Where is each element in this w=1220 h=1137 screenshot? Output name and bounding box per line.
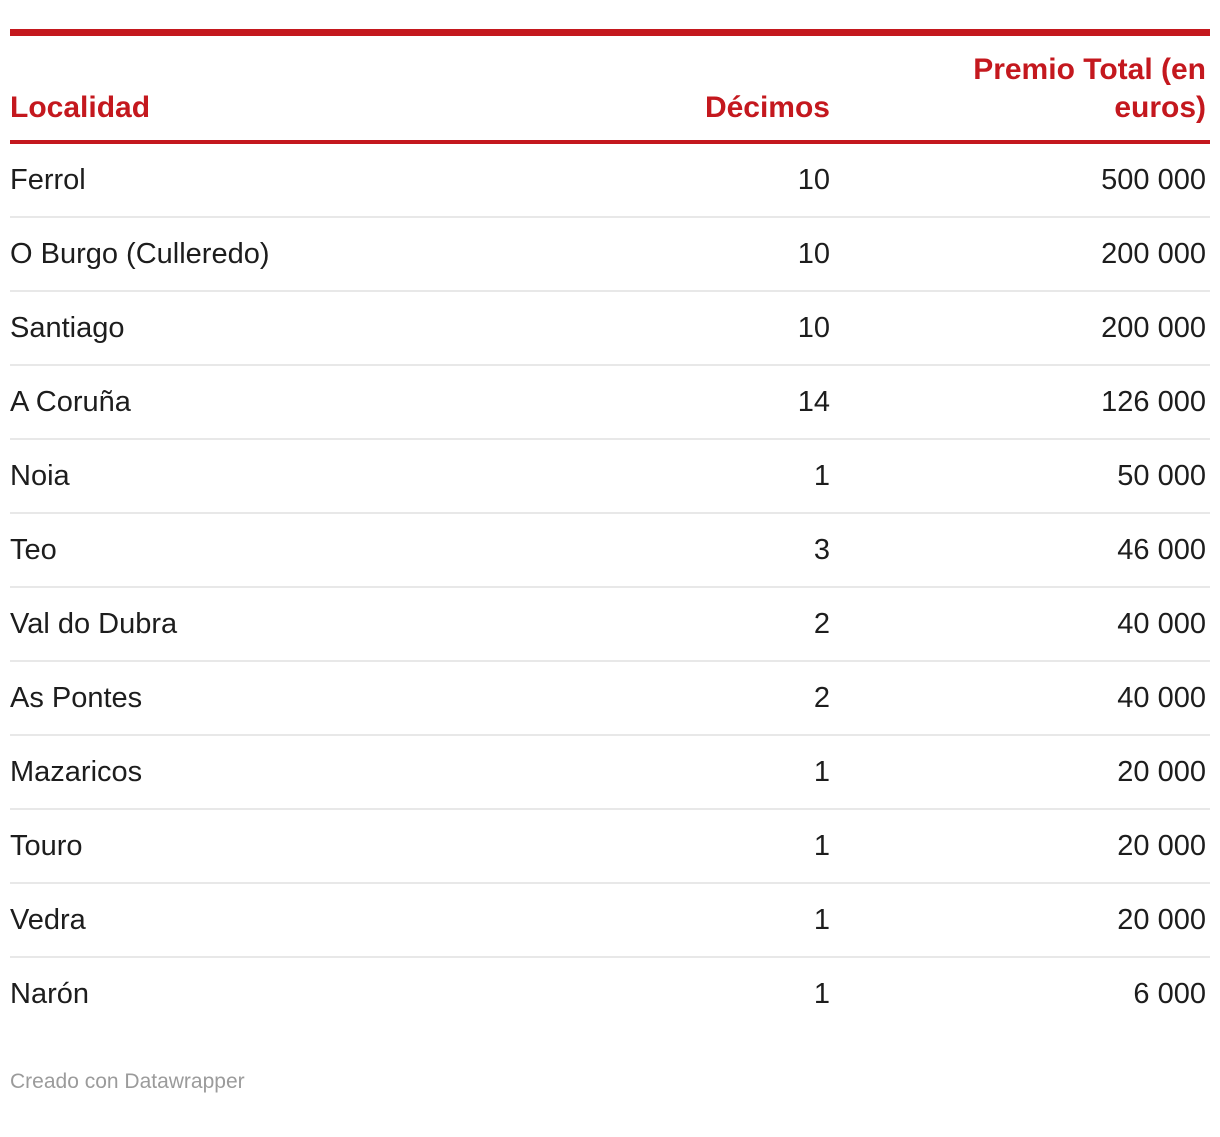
header-row: Localidad Décimos Premio Total (en euros… xyxy=(10,36,1210,144)
table-row: Touro 1 20 000 xyxy=(10,809,1210,884)
cell-premio-total: 200 000 xyxy=(830,291,1210,366)
cell-premio-total: 20 000 xyxy=(830,883,1210,958)
cell-premio-total: 50 000 xyxy=(830,439,1210,514)
table-row: Vedra 1 20 000 xyxy=(10,883,1210,958)
cell-premio-total: 126 000 xyxy=(830,365,1210,440)
column-header-decimos: Décimos xyxy=(570,36,830,144)
cell-localidad: Vedra xyxy=(10,883,570,958)
cell-decimos: 1 xyxy=(570,883,830,958)
cell-premio-total: 40 000 xyxy=(830,661,1210,736)
cell-decimos: 10 xyxy=(570,142,830,218)
cell-decimos: 10 xyxy=(570,217,830,292)
cell-decimos: 1 xyxy=(570,735,830,810)
cell-localidad: Noia xyxy=(10,439,570,514)
table-row: Teo 3 46 000 xyxy=(10,513,1210,588)
cell-decimos: 10 xyxy=(570,291,830,366)
cell-localidad: Teo xyxy=(10,513,570,588)
table-row: As Pontes 2 40 000 xyxy=(10,661,1210,736)
column-header-decimos-label: Décimos xyxy=(704,91,830,124)
table-row: Ferrol 10 500 000 xyxy=(10,142,1210,218)
cell-localidad: Santiago xyxy=(10,291,570,366)
cell-decimos: 1 xyxy=(570,957,830,1030)
cell-localidad: A Coruña xyxy=(10,365,570,440)
cell-decimos: 1 xyxy=(570,809,830,884)
cell-localidad: Val do Dubra xyxy=(10,587,570,662)
column-header-localidad-label: Localidad xyxy=(10,91,151,124)
cell-premio-total: 200 000 xyxy=(830,217,1210,292)
table-row: O Burgo (Culleredo) 10 200 000 xyxy=(10,217,1210,292)
cell-premio-total: 6 000 xyxy=(830,957,1210,1030)
table-row: Narón 1 6 000 xyxy=(10,957,1210,1030)
cell-premio-total: 40 000 xyxy=(830,587,1210,662)
top-accent-rule xyxy=(10,29,1210,36)
cell-decimos: 14 xyxy=(570,365,830,440)
cell-decimos: 2 xyxy=(570,661,830,736)
cell-premio-total: 20 000 xyxy=(830,735,1210,810)
column-header-premio-total-label: Premio Total (en euros) xyxy=(973,53,1206,124)
table-row: Mazaricos 1 20 000 xyxy=(10,735,1210,810)
chart-footer: Creado con Datawrapper xyxy=(10,1070,1210,1094)
cell-premio-total: 500 000 xyxy=(830,142,1210,218)
cell-localidad: Ferrol xyxy=(10,142,570,218)
table-row: Santiago 10 200 000 xyxy=(10,291,1210,366)
column-header-localidad: Localidad xyxy=(10,36,570,144)
table-row: A Coruña 14 126 000 xyxy=(10,365,1210,440)
table-body: Ferrol 10 500 000 O Burgo (Culleredo) 10… xyxy=(10,142,1210,1030)
cell-premio-total: 20 000 xyxy=(830,809,1210,884)
cell-decimos: 1 xyxy=(570,439,830,514)
prize-table: Localidad Décimos Premio Total (en euros… xyxy=(10,36,1210,1030)
table-row: Noia 1 50 000 xyxy=(10,439,1210,514)
cell-premio-total: 46 000 xyxy=(830,513,1210,588)
cell-localidad: O Burgo (Culleredo) xyxy=(10,217,570,292)
cell-localidad: As Pontes xyxy=(10,661,570,736)
cell-decimos: 2 xyxy=(570,587,830,662)
cell-localidad: Mazaricos xyxy=(10,735,570,810)
column-header-premio-total: Premio Total (en euros) xyxy=(830,36,1210,144)
cell-decimos: 3 xyxy=(570,513,830,588)
datawrapper-credit-link[interactable]: Creado con Datawrapper xyxy=(10,1070,245,1093)
cell-localidad: Touro xyxy=(10,809,570,884)
cell-localidad: Narón xyxy=(10,957,570,1030)
table-row: Val do Dubra 2 40 000 xyxy=(10,587,1210,662)
datawrapper-table-chart: Localidad Décimos Premio Total (en euros… xyxy=(10,29,1210,1094)
